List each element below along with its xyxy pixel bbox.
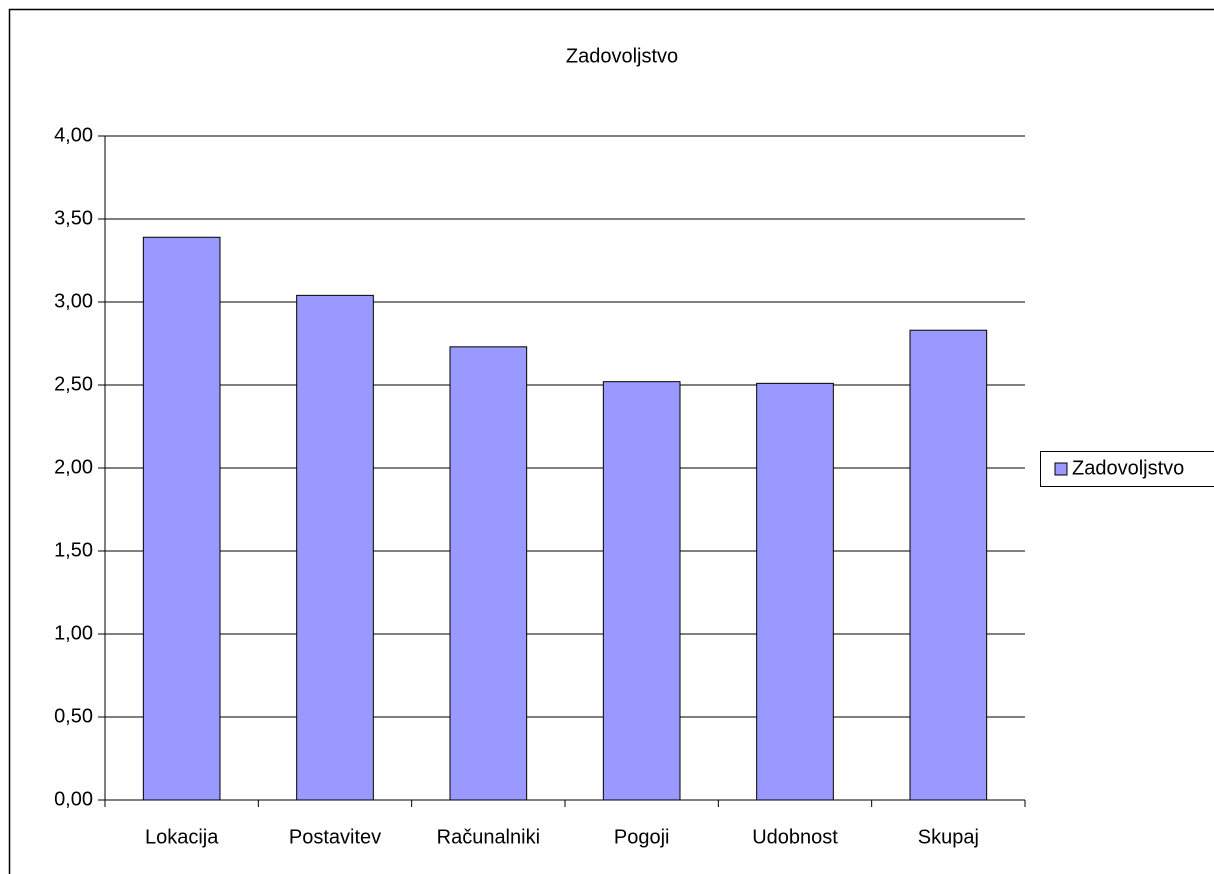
x-tick-label: Pogoji (614, 826, 670, 848)
bar (909, 329, 988, 801)
x-tick-label: Računalniki (437, 826, 540, 848)
x-tick-label: Lokacija (145, 826, 219, 848)
legend-swatch (1054, 462, 1068, 476)
x-tick-label: Udobnost (752, 826, 838, 848)
y-tick-label: 0,00 (54, 788, 93, 810)
y-tick-label: 1,50 (54, 539, 93, 561)
y-tick-label: 3,00 (54, 290, 93, 312)
y-tick-label: 3,50 (54, 207, 93, 229)
legend-label: Zadovoljstvo (1072, 457, 1184, 479)
legend-box (1040, 451, 1214, 487)
y-tick-label: 1,00 (54, 622, 93, 644)
bar (296, 294, 374, 801)
x-tick-label: Skupaj (918, 826, 979, 848)
chart-title: Zadovoljstvo (566, 45, 678, 67)
bar (142, 236, 221, 801)
y-tick-label: 2,50 (54, 373, 93, 395)
y-tick-label: 4,00 (54, 124, 93, 146)
y-tick-label: 0,50 (54, 705, 93, 727)
bar (756, 382, 834, 801)
bar (449, 346, 528, 801)
x-tick-label: Postavitev (289, 826, 381, 848)
y-tick-label: 2,00 (54, 456, 93, 478)
bar (602, 381, 681, 801)
